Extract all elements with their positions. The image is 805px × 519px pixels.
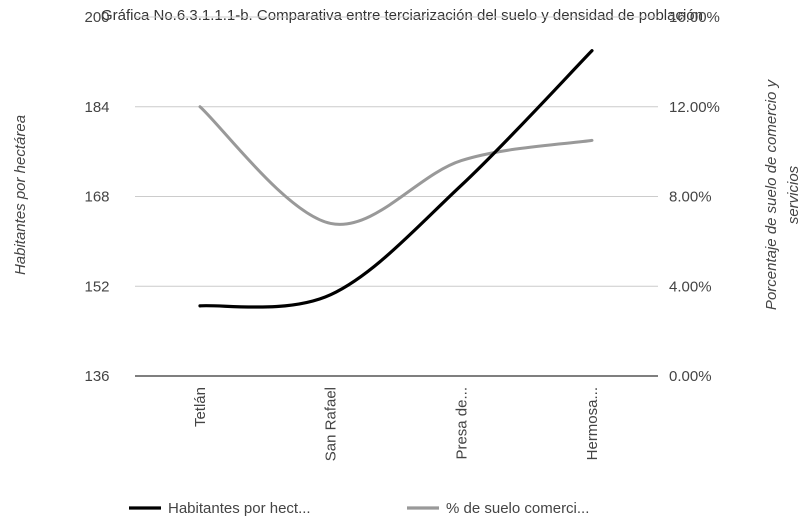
legend: Habitantes por hect... % de suelo comerci…	[129, 500, 589, 517]
x-axis-ticks: Tetlán San Rafael Presa de... Hermosa...	[192, 387, 601, 461]
y-tick-label: 168	[84, 189, 109, 206]
y-tick-label: 152	[84, 278, 109, 295]
chart-title: Gráfica No.6.3.1.1.1-b. Comparativa entr…	[101, 7, 703, 24]
y-tick-label: 136	[84, 368, 109, 385]
x-tick-label: San Rafael	[323, 387, 340, 461]
y2-tick-label: 0.00%	[669, 368, 712, 385]
gridlines	[135, 16, 658, 377]
y-axis-left-title: Habitantes por hectárea	[12, 115, 29, 275]
y-axis-right-ticks: 16.00% 12.00% 8.00% 4.00% 0.00%	[669, 9, 720, 385]
x-tick-label: Presa de...	[453, 387, 470, 460]
y2-tick-label: 4.00%	[669, 278, 712, 295]
y-axis-right-title-line1: Porcentaje de suelo de comercio y	[763, 78, 780, 310]
series-line-habitantes	[198, 49, 594, 309]
series-lines	[198, 49, 594, 309]
y-axis-right-title: Porcentaje de suelo de comercio y servic…	[763, 78, 802, 310]
y2-tick-label: 8.00%	[669, 189, 712, 206]
legend-label: Habitantes por hect...	[168, 500, 311, 517]
x-tick-label: Tetlán	[192, 387, 209, 427]
y2-tick-label: 16.00%	[669, 9, 720, 26]
legend-label: % de suelo comerci...	[446, 500, 589, 517]
y-axis-right-title-line2: servicios	[785, 165, 802, 224]
x-tick-label: Hermosa...	[584, 387, 601, 460]
series-line-comercio	[198, 105, 594, 226]
y-tick-label: 200	[84, 9, 109, 26]
y-tick-label: 184	[84, 99, 109, 116]
y2-tick-label: 12.00%	[669, 99, 720, 116]
y-axis-left-ticks: 200 184 168 152 136	[84, 9, 109, 385]
